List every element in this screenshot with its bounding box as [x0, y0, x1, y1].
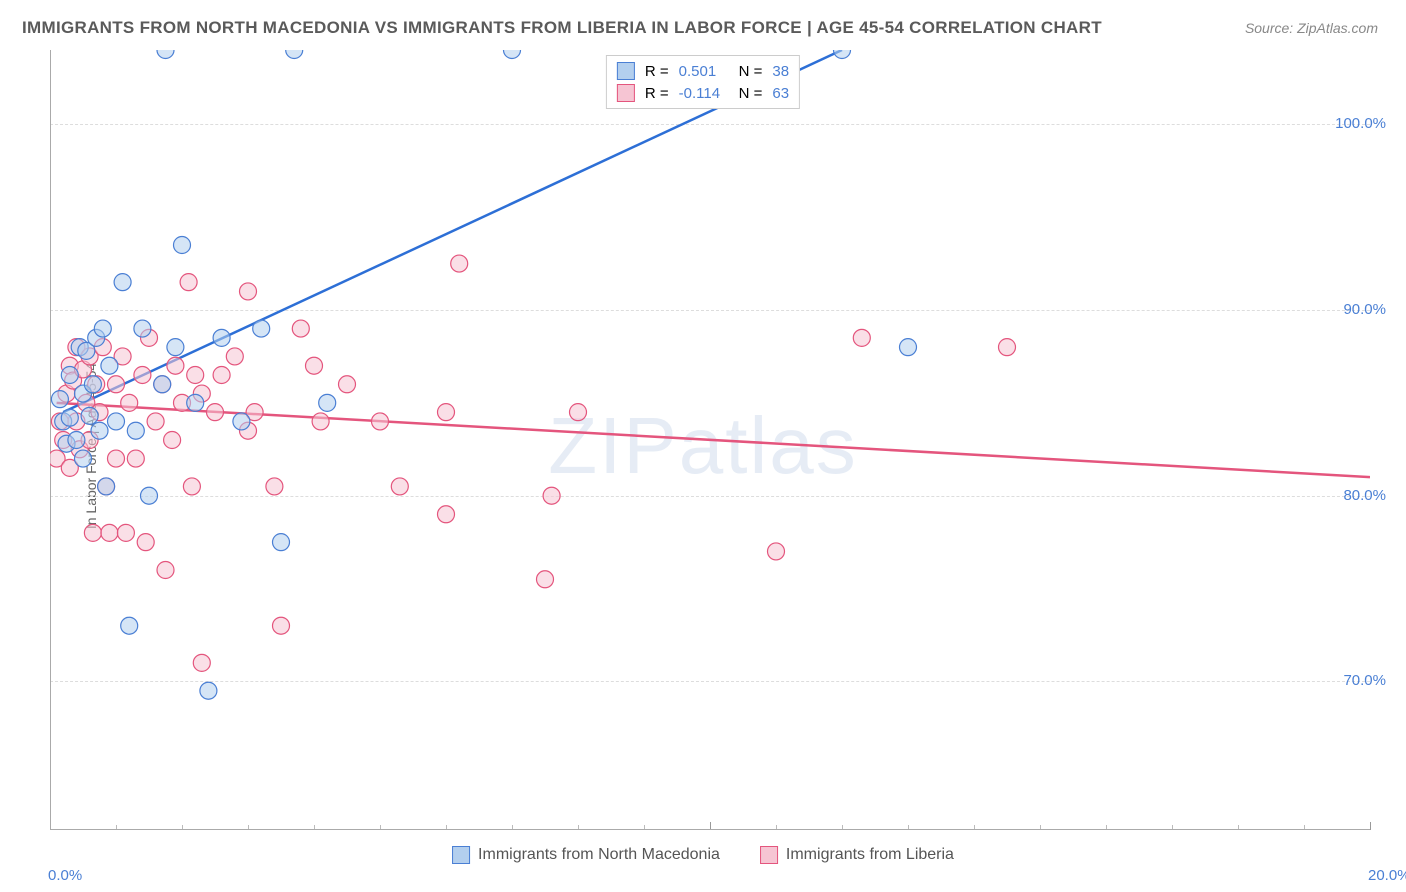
data-point — [68, 432, 85, 449]
data-point — [900, 339, 917, 356]
data-point — [768, 543, 785, 560]
r-value-series-1: -0.114 — [679, 85, 729, 102]
data-point — [853, 329, 870, 346]
data-point — [157, 562, 174, 579]
data-point — [537, 571, 554, 588]
data-point — [167, 357, 184, 374]
chart-title: IMMIGRANTS FROM NORTH MACEDONIA VS IMMIG… — [22, 18, 1102, 38]
data-point — [451, 255, 468, 272]
data-point — [98, 478, 115, 495]
data-point — [61, 409, 78, 426]
r-value-series-0: 0.501 — [679, 63, 729, 80]
data-point — [61, 367, 78, 384]
data-point — [134, 320, 151, 337]
data-point — [51, 391, 68, 408]
correlation-legend-box: R = 0.501 N = 38 R = -0.114 N = 63 — [606, 55, 800, 109]
data-point — [91, 422, 108, 439]
x-tick-label: 0.0% — [48, 867, 82, 884]
data-point — [240, 283, 257, 300]
data-point — [147, 413, 164, 430]
data-point — [121, 394, 138, 411]
data-point — [108, 376, 125, 393]
legend-row-series-1: R = -0.114 N = 63 — [617, 82, 789, 104]
data-point — [81, 407, 98, 424]
data-point — [266, 478, 283, 495]
data-point — [101, 524, 118, 541]
data-point — [273, 534, 290, 551]
data-point — [187, 367, 204, 384]
data-point — [339, 376, 356, 393]
data-point — [134, 367, 151, 384]
data-point — [94, 320, 111, 337]
data-point — [141, 487, 158, 504]
data-point — [391, 478, 408, 495]
data-point — [154, 376, 171, 393]
data-point — [273, 617, 290, 634]
data-point — [372, 413, 389, 430]
data-point — [108, 413, 125, 430]
data-point — [570, 404, 587, 421]
data-point — [226, 348, 243, 365]
data-point — [213, 367, 230, 384]
data-point — [438, 404, 455, 421]
legend-label-series-1: Immigrants from Liberia — [786, 846, 954, 864]
data-point — [999, 339, 1016, 356]
legend-item-series-0: Immigrants from North Macedonia — [452, 846, 720, 864]
data-point — [84, 524, 101, 541]
source-attribution: Source: ZipAtlas.com — [1245, 20, 1378, 36]
data-point — [200, 682, 217, 699]
data-point — [101, 357, 118, 374]
scatter-chart-svg — [50, 50, 1370, 830]
n-label: N = — [739, 63, 763, 80]
data-point — [183, 478, 200, 495]
data-point — [187, 394, 204, 411]
data-point — [75, 450, 92, 467]
r-label: R = — [645, 63, 669, 80]
data-point — [127, 450, 144, 467]
data-point — [164, 432, 181, 449]
legend-row-series-0: R = 0.501 N = 38 — [617, 60, 789, 82]
legend-label-series-0: Immigrants from North Macedonia — [478, 846, 720, 864]
series-legend: Immigrants from North Macedonia Immigran… — [452, 846, 954, 864]
data-point — [167, 339, 184, 356]
data-point — [312, 413, 329, 430]
data-point — [114, 274, 131, 291]
legend-swatch-blue — [617, 62, 635, 80]
data-point — [438, 506, 455, 523]
data-point — [84, 376, 101, 393]
data-point — [306, 357, 323, 374]
n-value-series-1: 63 — [772, 85, 789, 102]
legend-swatch-blue — [452, 846, 470, 864]
data-point — [121, 617, 138, 634]
data-point — [292, 320, 309, 337]
r-label: R = — [645, 85, 669, 102]
data-point — [213, 329, 230, 346]
data-point — [157, 50, 174, 59]
data-point — [127, 422, 144, 439]
x-tick-major — [1370, 822, 1371, 830]
data-point — [117, 524, 134, 541]
legend-swatch-pink — [760, 846, 778, 864]
data-point — [504, 50, 521, 59]
data-point — [108, 450, 125, 467]
data-point — [137, 534, 154, 551]
legend-item-series-1: Immigrants from Liberia — [760, 846, 954, 864]
data-point — [543, 487, 560, 504]
data-point — [180, 274, 197, 291]
data-point — [319, 394, 336, 411]
x-tick-label: 20.0% — [1368, 867, 1406, 884]
n-value-series-0: 38 — [772, 63, 789, 80]
data-point — [233, 413, 250, 430]
legend-swatch-pink — [617, 84, 635, 102]
data-point — [253, 320, 270, 337]
data-point — [174, 237, 191, 254]
data-point — [834, 50, 851, 59]
data-point — [207, 404, 224, 421]
data-point — [193, 654, 210, 671]
data-point — [286, 50, 303, 59]
n-label: N = — [739, 85, 763, 102]
